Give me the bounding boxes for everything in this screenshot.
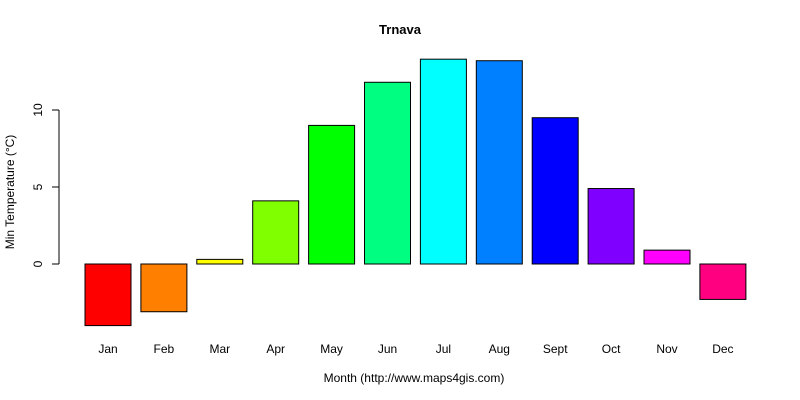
bar-oct — [587, 188, 635, 265]
bar-jun — [364, 81, 411, 265]
chart-title: Trnava — [379, 22, 421, 37]
x-tick-label: Apr — [266, 342, 285, 356]
bar-may — [308, 124, 356, 265]
x-tick-label: Jan — [98, 342, 117, 356]
y-axis-label: Min Temperature (°C) — [3, 134, 17, 250]
y-tick-label: 0 — [31, 260, 45, 267]
x-tick-label: Dec — [712, 342, 733, 356]
bar-jul — [419, 58, 467, 265]
y-tick-label: 10 — [31, 103, 45, 117]
x-tick-label: May — [320, 342, 343, 356]
bar-aug — [475, 60, 523, 265]
x-tick-label: Nov — [656, 342, 677, 356]
x-axis-label: Month (http://www.maps4gis.com) — [323, 371, 505, 385]
bar-mar — [196, 258, 244, 265]
x-tick-label: Feb — [154, 342, 175, 356]
x-tick-label: Mar — [209, 342, 230, 356]
bar-feb — [140, 263, 188, 313]
x-tick-label: Sept — [543, 342, 568, 356]
bar-nov — [643, 249, 691, 265]
x-tick-label: Jun — [378, 342, 397, 356]
x-tick-label: Oct — [602, 342, 621, 356]
x-tick-label: Aug — [489, 342, 510, 356]
bar-sept — [531, 117, 579, 265]
bar-jan — [84, 263, 132, 327]
bar-apr — [252, 200, 300, 265]
bar-dec — [699, 263, 747, 300]
x-tick-label: Jul — [436, 342, 451, 356]
y-tick-label: 5 — [31, 183, 45, 190]
